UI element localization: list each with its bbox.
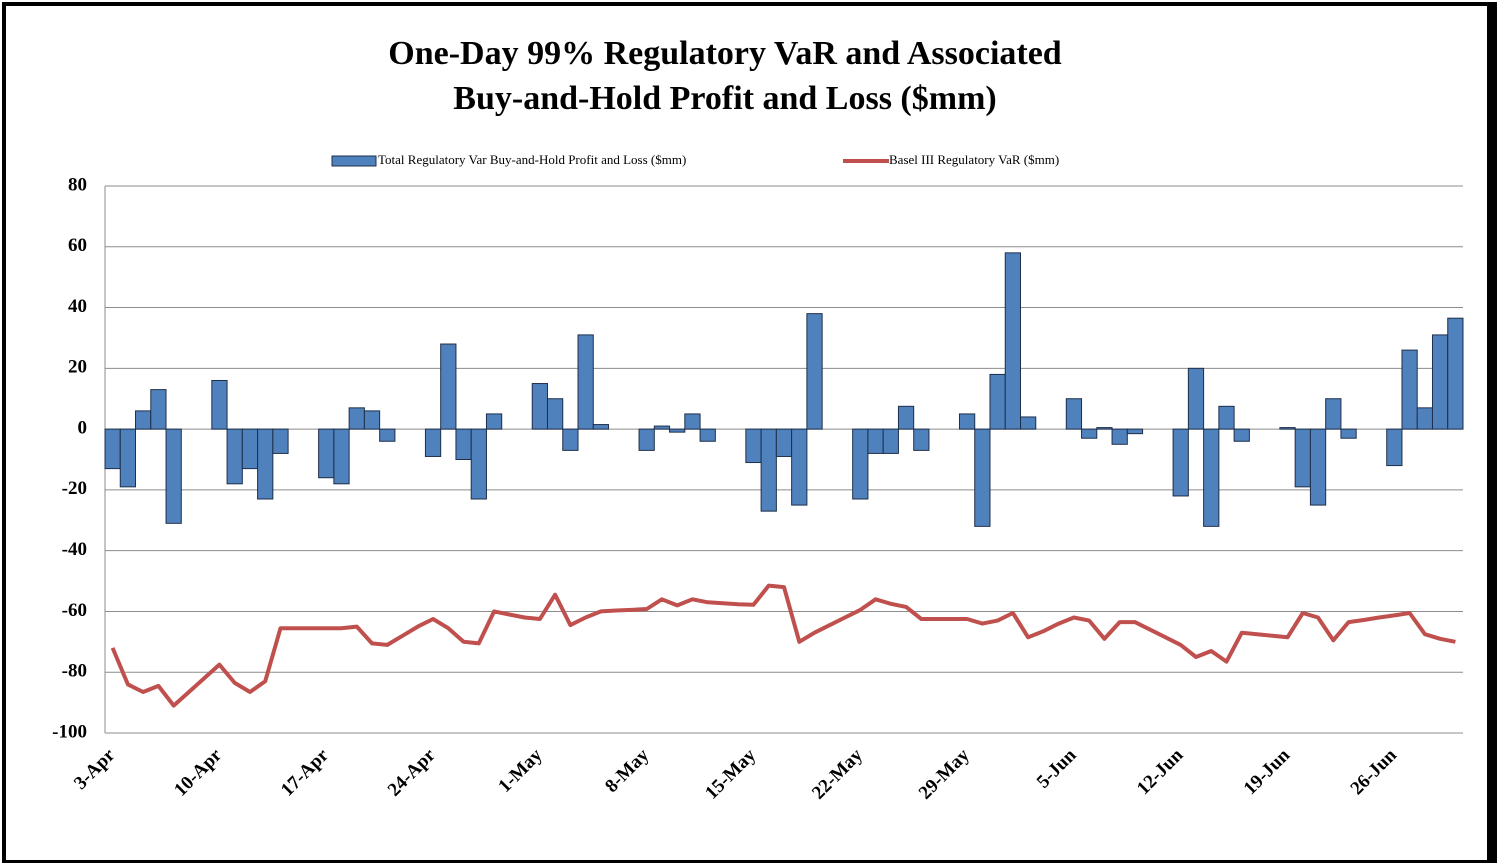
frame-shadow xyxy=(1487,4,1495,862)
bar xyxy=(1416,407,1433,430)
bar xyxy=(1233,428,1250,442)
bar xyxy=(1004,252,1022,430)
bar xyxy=(1172,428,1189,497)
bar xyxy=(1126,428,1144,435)
bar xyxy=(791,428,808,506)
y-tick-label: -60 xyxy=(62,600,87,621)
bar xyxy=(379,428,396,442)
bar xyxy=(363,410,381,430)
x-tick-label: 22-May xyxy=(808,744,867,803)
bar xyxy=(1096,427,1113,430)
bar xyxy=(455,428,472,461)
bar xyxy=(1386,428,1403,467)
bar xyxy=(882,428,899,454)
x-tick-label: 17-Apr xyxy=(277,744,333,800)
bar xyxy=(272,428,289,454)
bar xyxy=(470,428,487,500)
bar xyxy=(1187,367,1205,430)
bar xyxy=(546,398,564,430)
bar xyxy=(1065,398,1083,430)
bar xyxy=(1111,428,1128,445)
y-tick-label: 40 xyxy=(68,296,87,317)
chart-title: Buy-and-Hold Profit and Loss ($mm) xyxy=(453,80,996,117)
line xyxy=(110,583,1456,708)
bar xyxy=(257,428,274,500)
bar xyxy=(653,425,671,430)
bar xyxy=(119,428,137,488)
y-tick-label: -100 xyxy=(52,721,87,742)
bar xyxy=(485,413,503,430)
bar xyxy=(135,410,152,430)
bar xyxy=(867,428,884,454)
bar xyxy=(165,428,182,524)
bar xyxy=(745,428,762,464)
bar xyxy=(638,428,655,451)
bar xyxy=(1218,405,1235,430)
x-tick-label: 29-May xyxy=(915,744,974,803)
bar xyxy=(1279,427,1296,430)
bar xyxy=(562,428,579,451)
bar xyxy=(424,428,442,457)
y-tick-label: -40 xyxy=(62,539,87,560)
legend-swatch xyxy=(331,155,377,167)
x-tick-label: 24-Apr xyxy=(384,744,440,800)
chart-title: One-Day 99% Regulatory VaR and Associate… xyxy=(388,35,1062,72)
bar xyxy=(318,428,335,479)
bar xyxy=(241,428,259,470)
bar xyxy=(897,405,915,430)
legend-label: Total Regulatory Var Buy-and-Hold Profit… xyxy=(378,152,686,167)
x-tick-label: 8-May xyxy=(601,744,654,797)
bar xyxy=(852,428,869,500)
bar xyxy=(1294,428,1311,488)
bar xyxy=(333,428,350,485)
x-tick-label: 5-Jun xyxy=(1033,744,1081,792)
bar xyxy=(989,373,1006,430)
y-tick-label: -80 xyxy=(62,661,87,682)
x-tick-label: 12-Jun xyxy=(1133,744,1188,799)
bar xyxy=(958,413,976,430)
bar xyxy=(1203,428,1220,527)
bar xyxy=(1309,428,1327,506)
bar xyxy=(1020,416,1037,430)
x-tick-label: 10-Apr xyxy=(170,744,226,800)
bar xyxy=(211,379,228,430)
bar xyxy=(592,424,610,430)
bar xyxy=(760,428,777,512)
bar xyxy=(348,407,365,430)
bar xyxy=(226,428,243,485)
x-tick-label: 15-May xyxy=(701,744,760,803)
bar xyxy=(1447,317,1464,430)
bar xyxy=(669,428,686,433)
bar xyxy=(684,413,701,430)
bar xyxy=(1325,398,1342,430)
bar xyxy=(775,428,793,457)
bar xyxy=(699,428,716,442)
y-tick-label: 60 xyxy=(68,235,87,256)
bar xyxy=(974,428,991,527)
bar xyxy=(104,428,121,470)
bar xyxy=(1431,334,1449,430)
legend-label: Basel III Regulatory VaR ($mm) xyxy=(889,152,1059,167)
bar xyxy=(1340,428,1357,439)
y-tick-label: 20 xyxy=(68,357,87,378)
bar xyxy=(806,313,823,430)
x-tick-label: 19-Jun xyxy=(1240,744,1295,799)
bar xyxy=(150,389,167,430)
bar xyxy=(577,334,594,430)
bar xyxy=(913,428,930,451)
bar xyxy=(1401,349,1418,430)
bar xyxy=(440,343,457,430)
x-tick-label: 1-May xyxy=(494,744,547,797)
y-tick-label: -20 xyxy=(62,478,87,499)
y-tick-label: 0 xyxy=(78,417,88,438)
bar xyxy=(1081,428,1098,439)
bar xyxy=(531,383,548,430)
x-tick-label: 26-Jun xyxy=(1347,744,1402,799)
x-tick-label: 3-Apr xyxy=(70,744,120,794)
y-tick-label: 80 xyxy=(68,174,87,195)
